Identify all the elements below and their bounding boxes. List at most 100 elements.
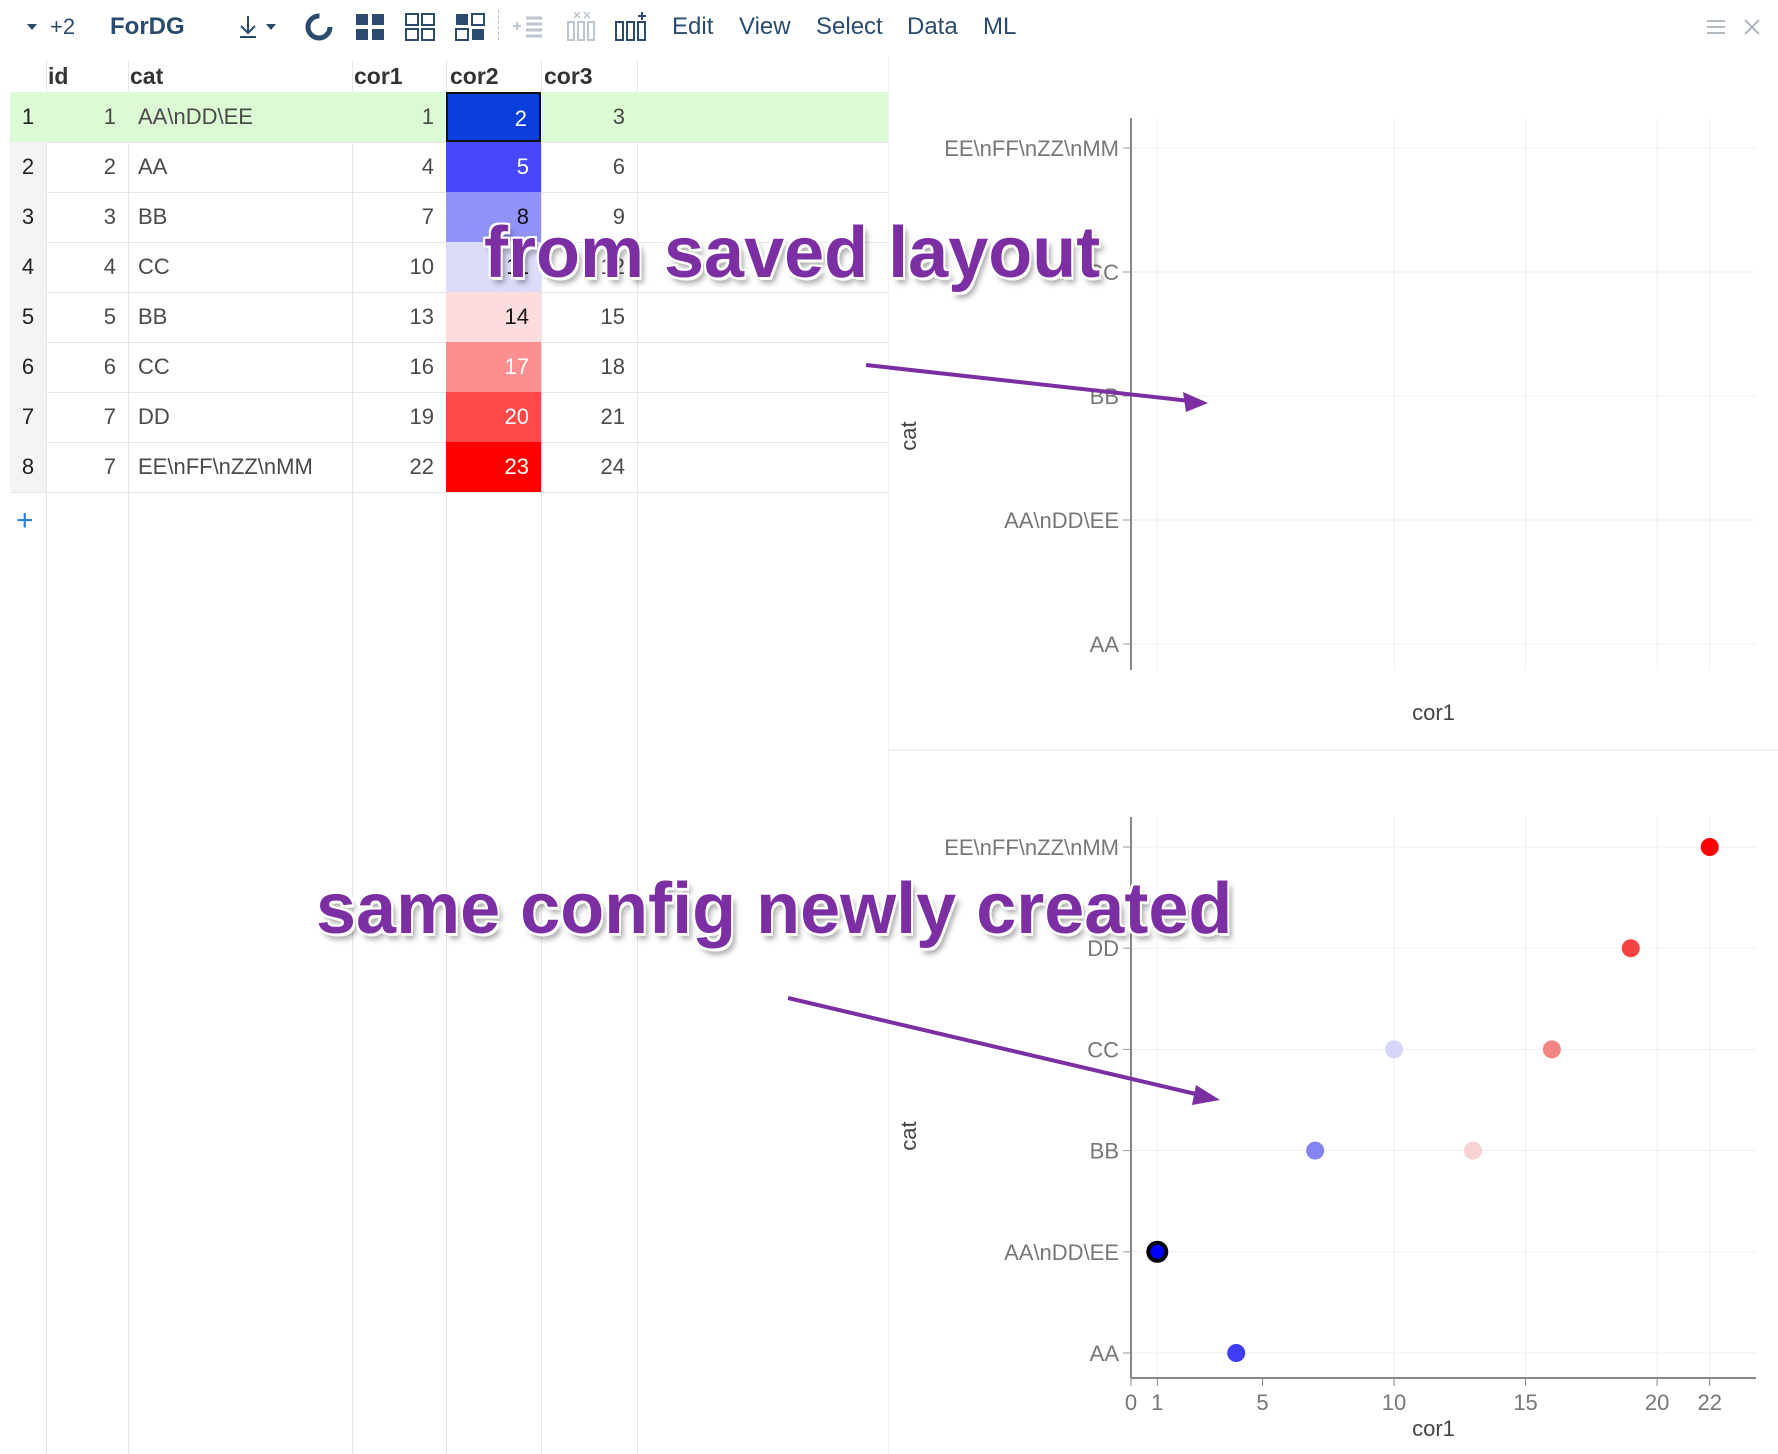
row-number[interactable]: 6: [10, 342, 46, 392]
cell-cor2[interactable]: 5: [446, 142, 541, 192]
cell-id[interactable]: 2: [103, 154, 116, 179]
y-tick-label: EE\nFF\nZZ\nMM: [944, 835, 1119, 860]
cell-id[interactable]: 4: [103, 254, 116, 279]
hamburger-icon[interactable]: [1704, 10, 1728, 44]
grid-view-icon[interactable]: [354, 10, 386, 44]
data-grid: id cat cor1 cor2 cor3 1 1 AA\nDD\EE 1 2 3 2 2 AA 4 5 6 3 3…: [0, 60, 888, 1454]
cell-cor1[interactable]: 1: [421, 104, 434, 129]
row-number[interactable]: 2: [10, 142, 46, 192]
menu-data[interactable]: Data: [907, 13, 958, 40]
row-number[interactable]: 4: [10, 242, 46, 292]
cell-cor1[interactable]: 19: [409, 404, 434, 429]
data-point: [1385, 1040, 1404, 1059]
column-header-cor1[interactable]: cor1: [354, 63, 403, 89]
column-divider: [637, 60, 638, 1454]
remove-columns-icon[interactable]: [564, 10, 598, 44]
layout-count[interactable]: +2: [50, 14, 76, 39]
y-tick-label: AA\nDD\EE: [1004, 1240, 1119, 1265]
cell-cor2[interactable]: 23: [446, 442, 541, 492]
cell-cor3[interactable]: 21: [600, 404, 625, 429]
menu-edit[interactable]: Edit: [672, 13, 714, 40]
column-header-cor2[interactable]: cor2: [450, 63, 499, 89]
cell-cor2[interactable]: 11: [446, 242, 541, 292]
column-header-cor3[interactable]: cor3: [544, 63, 593, 89]
column-header-cat[interactable]: cat: [130, 63, 164, 89]
add-row-icon[interactable]: [512, 10, 546, 44]
cell-id[interactable]: 7: [103, 404, 116, 429]
cell-cor2[interactable]: 20: [446, 392, 541, 442]
download-icon[interactable]: [232, 10, 280, 44]
toolbar: +2 ForDG: [0, 0, 1778, 56]
close-icon[interactable]: [1740, 10, 1764, 44]
cell-cor2[interactable]: 2: [446, 92, 541, 142]
toolbar-separator: [498, 10, 501, 40]
cell-cor1[interactable]: 22: [409, 454, 434, 479]
menu-view[interactable]: View: [739, 13, 791, 40]
cell-id[interactable]: 7: [103, 454, 116, 479]
row-number[interactable]: 1: [10, 92, 46, 142]
cell-cor3[interactable]: 15: [600, 304, 625, 329]
cell-cat[interactable]: BB: [138, 204, 168, 229]
x-tick-label: 1: [1151, 1390, 1163, 1415]
cell-cor1[interactable]: 7: [421, 204, 434, 229]
y-tick-label: DD: [1087, 936, 1119, 961]
y-axis-label: cat: [896, 421, 921, 450]
row-number[interactable]: 3: [10, 192, 46, 242]
refresh-icon[interactable]: [302, 10, 336, 44]
data-point: [1146, 1240, 1169, 1263]
cell-cor3[interactable]: 9: [612, 204, 625, 229]
data-point: [1542, 1040, 1561, 1059]
cell-id[interactable]: 1: [103, 104, 116, 129]
row-number[interactable]: 7: [10, 392, 46, 442]
cell-cor1[interactable]: 13: [409, 304, 434, 329]
menu-ml[interactable]: ML: [983, 13, 1017, 40]
cell-cat[interactable]: AA\nDD\EE: [138, 104, 253, 129]
cell-cor1[interactable]: 10: [409, 254, 434, 279]
x-tick-label: 5: [1256, 1390, 1268, 1415]
x-axis-label: cor1: [1412, 700, 1455, 725]
cell-cor1[interactable]: 4: [421, 154, 434, 179]
row-number[interactable]: 5: [10, 292, 46, 342]
cell-cat[interactable]: CC: [138, 254, 170, 279]
row-number[interactable]: 8: [10, 442, 46, 492]
cell-cat[interactable]: DD: [138, 404, 170, 429]
cell-cor3[interactable]: 6: [612, 154, 625, 179]
column-divider: [352, 60, 353, 1454]
cell-cor3[interactable]: 24: [600, 454, 625, 479]
y-tick-label: CC: [1087, 1037, 1119, 1062]
cell-id[interactable]: 3: [103, 204, 116, 229]
data-point: [1700, 838, 1719, 856]
column-divider: [128, 60, 129, 1454]
caret-down-icon[interactable]: [22, 10, 42, 44]
y-tick-label: AA: [1090, 632, 1120, 657]
table-title[interactable]: ForDG: [110, 13, 185, 40]
cell-cat[interactable]: BB: [138, 304, 168, 329]
data-point: [1306, 1141, 1325, 1160]
add-row-button[interactable]: +: [16, 504, 34, 537]
cell-cor3[interactable]: 3: [612, 104, 625, 129]
y-tick-label: CC: [1087, 260, 1119, 285]
x-tick-label: 10: [1382, 1390, 1406, 1415]
y-tick-label: BB: [1090, 1139, 1119, 1164]
cell-cor2[interactable]: 17: [446, 342, 541, 392]
cell-id[interactable]: 6: [103, 354, 116, 379]
x-tick-label: 22: [1697, 1390, 1721, 1415]
grid-mixed-icon[interactable]: [454, 10, 486, 44]
cell-cor2[interactable]: 14: [446, 292, 541, 342]
cell-cor3[interactable]: 12: [600, 254, 625, 279]
cell-cor1[interactable]: 16: [409, 354, 434, 379]
y-tick-label: AA: [1090, 1341, 1120, 1366]
menu-select[interactable]: Select: [816, 13, 883, 40]
cell-cor3[interactable]: 18: [600, 354, 625, 379]
cell-cat[interactable]: EE\nFF\nZZ\nMM: [138, 454, 313, 479]
cell-cat[interactable]: CC: [138, 354, 170, 379]
grid-outline-icon[interactable]: [404, 10, 436, 44]
cell-cor2[interactable]: 8: [446, 192, 541, 242]
data-point: [1227, 1344, 1246, 1362]
cell-cat[interactable]: AA: [138, 154, 168, 179]
data-point: [1463, 1141, 1482, 1160]
add-column-icon[interactable]: [614, 10, 648, 44]
x-tick-label: 15: [1513, 1390, 1537, 1415]
cell-id[interactable]: 5: [103, 304, 116, 329]
column-header-id[interactable]: id: [48, 63, 69, 89]
